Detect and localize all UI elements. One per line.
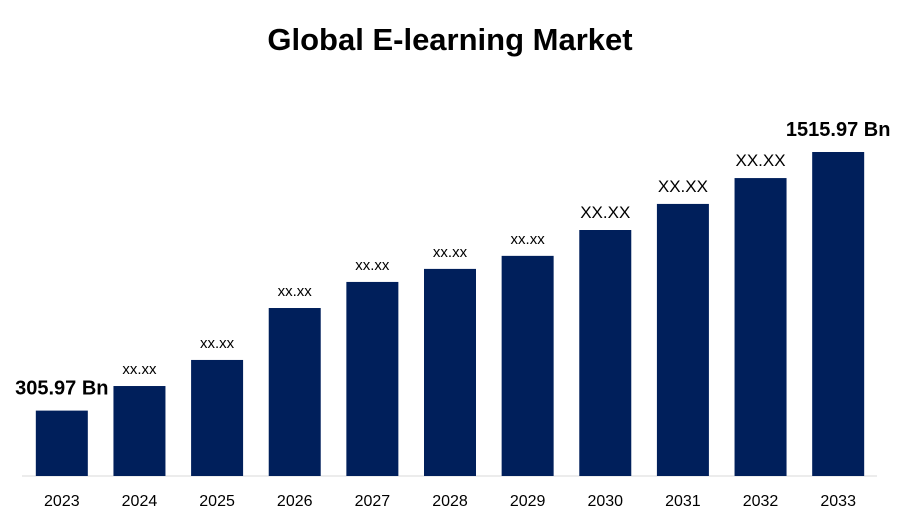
x-tick-label: 2032 bbox=[743, 493, 779, 510]
x-tick-label: 2024 bbox=[122, 493, 158, 510]
value-label: xx.xx bbox=[433, 244, 468, 261]
bar bbox=[734, 178, 787, 476]
value-label: xx.xx bbox=[278, 283, 313, 300]
x-tick-label: 2027 bbox=[355, 493, 391, 510]
bar bbox=[191, 359, 244, 476]
value-label: XX.XX bbox=[658, 177, 708, 196]
x-tick-label: 2028 bbox=[432, 493, 468, 510]
value-label: XX.XX bbox=[580, 203, 630, 222]
x-tick-label: 2031 bbox=[665, 493, 701, 510]
value-label: xx.xx bbox=[122, 361, 157, 378]
bar bbox=[35, 410, 88, 476]
bar bbox=[268, 308, 321, 476]
bar bbox=[346, 281, 399, 476]
bar bbox=[579, 230, 632, 476]
bar bbox=[501, 255, 554, 476]
x-tick-label: 2026 bbox=[277, 493, 313, 510]
chart-title: Global E-learning Market bbox=[267, 22, 632, 57]
value-label: xx.xx bbox=[511, 231, 546, 248]
x-tick-label: 2025 bbox=[199, 493, 235, 510]
x-tick-label: 2030 bbox=[587, 493, 623, 510]
value-label: 1515.97 Bn bbox=[786, 119, 891, 141]
bar bbox=[113, 386, 166, 476]
bar bbox=[812, 152, 865, 476]
x-tick-label: 2029 bbox=[510, 493, 546, 510]
x-tick-label: 2023 bbox=[44, 493, 80, 510]
value-label: xx.xx bbox=[355, 257, 390, 274]
value-label: xx.xx bbox=[200, 335, 235, 352]
bar bbox=[656, 203, 709, 476]
x-tick-label: 2033 bbox=[820, 493, 856, 510]
value-label: 305.97 Bn bbox=[15, 378, 108, 400]
bar bbox=[424, 268, 476, 476]
value-label: XX.XX bbox=[735, 151, 785, 170]
